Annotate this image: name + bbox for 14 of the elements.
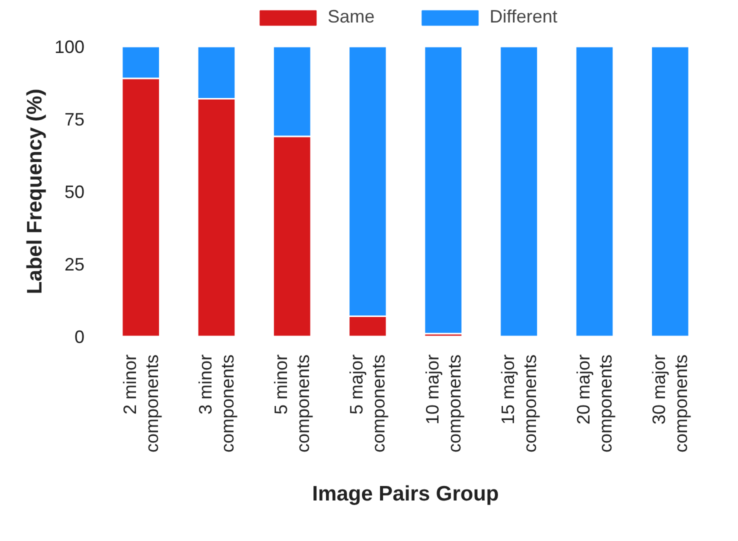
y-tick-label: 75 bbox=[64, 110, 85, 130]
y-tick-label: 25 bbox=[64, 254, 85, 274]
x-tick-label: 2 minor components bbox=[120, 354, 162, 453]
y-tick-label: 100 bbox=[54, 37, 85, 57]
bar bbox=[499, 46, 539, 336]
legend-label: Different bbox=[490, 6, 558, 28]
legend-label: Same bbox=[328, 6, 375, 28]
y-tick-label: 0 bbox=[74, 327, 85, 347]
bar bbox=[574, 46, 614, 336]
bar bbox=[650, 46, 690, 336]
bar bbox=[424, 46, 463, 334]
x-axis-title: Image Pairs Group bbox=[312, 482, 499, 506]
y-axis-title: Label Frequency (%) bbox=[23, 88, 46, 294]
y-tick-label: 50 bbox=[64, 182, 85, 202]
